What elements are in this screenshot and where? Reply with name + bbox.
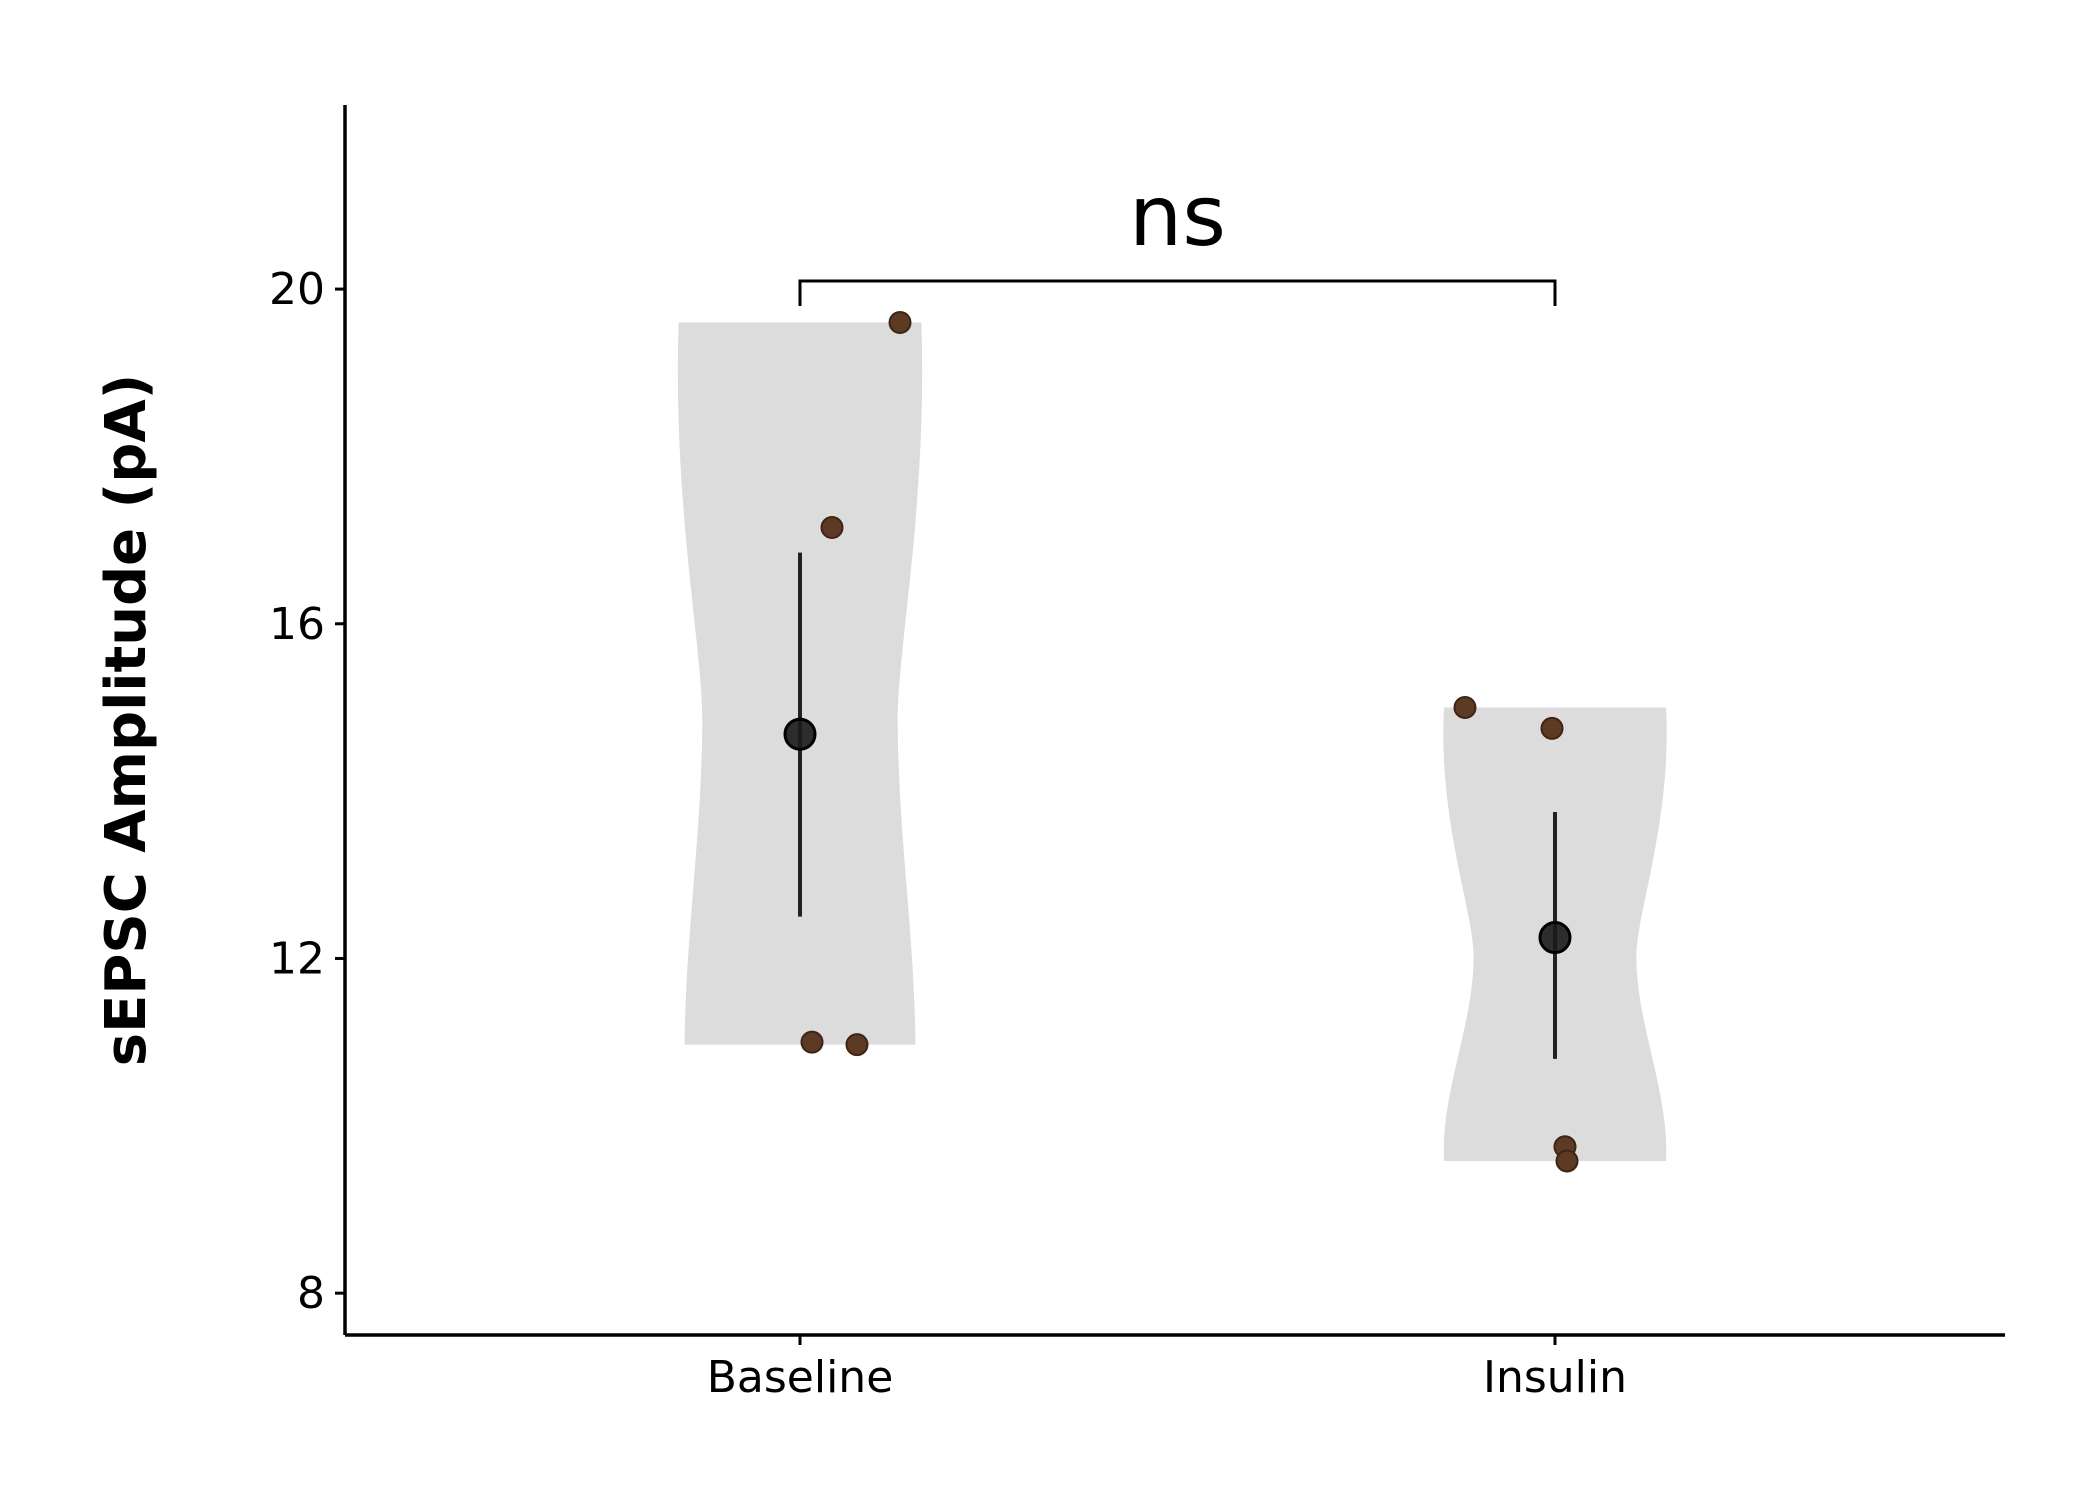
x-ticks: Baseline Insulin [707, 1335, 1627, 1403]
data-point [1453, 695, 1477, 719]
y-tick-label: 20 [269, 264, 325, 315]
data-points [800, 311, 1579, 1173]
x-tick-label: Baseline [707, 1352, 894, 1403]
data-point [800, 1030, 824, 1054]
data-point [1540, 716, 1564, 740]
y-axis-title: sEPSC Amplitude (pA) [94, 374, 159, 1067]
mean-markers [783, 717, 1572, 955]
mean-marker-baseline [783, 717, 817, 751]
bracket-line [798, 279, 1557, 306]
y-ticks: 8 12 16 20 [269, 264, 345, 1319]
y-tick-label: 12 [269, 933, 325, 984]
axes [343, 105, 2005, 1337]
data-point [820, 516, 844, 540]
data-point [1555, 1149, 1579, 1173]
y-tick-label: 8 [297, 1268, 325, 1319]
violins [677, 322, 1667, 1161]
y-tick-label: 16 [269, 599, 325, 650]
significance-label: ns [1129, 167, 1226, 265]
data-point [845, 1033, 869, 1057]
x-tick-label: Insulin [1483, 1352, 1627, 1403]
data-point [888, 311, 912, 335]
mean-marker-insulin [1538, 921, 1572, 955]
significance-bracket: ns [798, 167, 1557, 306]
